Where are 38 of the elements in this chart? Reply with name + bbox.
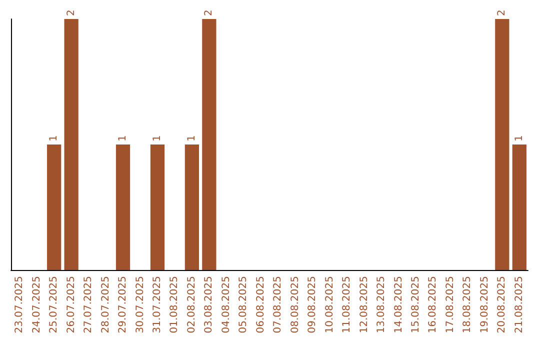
data-label: 1 [152, 135, 163, 142]
x-tick-label: 11.08.2025 [342, 276, 353, 334]
data-label: 2 [66, 10, 77, 16]
x-tick-label: 28.07.2025 [100, 276, 112, 334]
x-tick-label: 10.08.2025 [324, 276, 336, 334]
x-tick-label: 14.08.2025 [393, 276, 404, 334]
x-tick-label: 04.08.2025 [220, 276, 232, 334]
x-tick-label: 05.08.2025 [238, 276, 250, 334]
x-tick-label: 29.07.2025 [118, 276, 129, 334]
x-tick-label: 23.07.2025 [14, 276, 26, 334]
data-label: 2 [204, 10, 215, 16]
data-label: 1 [48, 135, 60, 142]
x-tick-label: 21.08.2025 [514, 276, 525, 334]
x-tick-label: 03.08.2025 [204, 276, 215, 334]
x-tick-label: 18.08.2025 [462, 276, 474, 334]
data-label: 2 [496, 10, 508, 16]
x-tick-label: 12.08.2025 [358, 276, 370, 334]
x-tick-label: 17.08.2025 [444, 276, 456, 334]
x-tick-label: 27.07.2025 [83, 276, 94, 334]
x-tick-label: 08.08.2025 [290, 276, 301, 334]
x-tick-label: 07.08.2025 [272, 276, 284, 334]
x-tick-label: 30.07.2025 [134, 276, 146, 334]
data-label: 1 [186, 135, 198, 142]
x-tick-label: 19.08.2025 [479, 276, 490, 334]
data-label: 1 [118, 135, 129, 142]
x-tick-label: 25.07.2025 [48, 276, 60, 334]
x-tick-label: 15.08.2025 [410, 276, 422, 334]
x-tick-label: 16.08.2025 [428, 276, 439, 334]
x-tick-label: 26.07.2025 [66, 276, 77, 334]
x-tick-label: 13.08.2025 [376, 276, 388, 334]
x-tick-label: 20.08.2025 [496, 276, 508, 334]
x-tick-label: 01.08.2025 [169, 276, 180, 334]
x-tick-label: 09.08.2025 [307, 276, 318, 334]
x-tick-label: 02.08.2025 [186, 276, 198, 334]
x-tick-label: 06.08.2025 [255, 276, 266, 334]
x-tick-label: 24.07.2025 [31, 276, 42, 334]
x-tick-label: 31.07.2025 [152, 276, 163, 334]
data-label: 1 [514, 135, 525, 142]
